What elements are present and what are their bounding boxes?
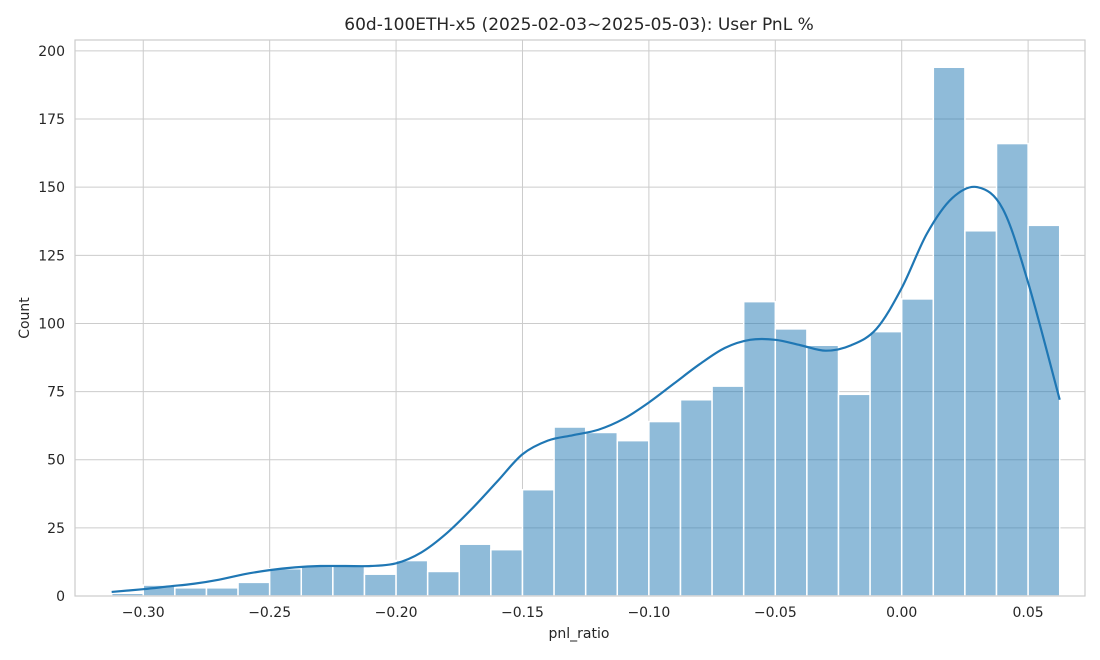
plot-frame <box>74 39 1086 597</box>
y-tick-label: 75 <box>47 385 65 401</box>
histogram-bar <box>363 573 397 597</box>
y-tick-label: 175 <box>38 112 65 128</box>
histogram-bar <box>268 567 303 597</box>
y-tick-label: 150 <box>38 180 65 196</box>
kde-curve <box>111 185 1061 594</box>
x-axis-ticks: −0.30 −0.25 −0.20 −0.15 −0.10 −0.05 0.00 0.05 <box>122 605 1044 621</box>
x-tick-label: −0.20 <box>375 605 418 621</box>
histogram-bar <box>742 300 777 597</box>
histogram-bar <box>174 587 208 597</box>
x-tick-label: −0.30 <box>122 605 165 621</box>
y-tick-label: 100 <box>38 316 65 332</box>
histogram-bar <box>806 344 840 597</box>
x-axis-label: pnl_ratio <box>549 626 610 642</box>
histogram-bar <box>837 393 871 597</box>
x-tick-label: −0.10 <box>627 605 670 621</box>
histogram-bar <box>300 565 334 597</box>
histogram-bar <box>648 420 682 597</box>
histogram-bar <box>553 426 587 597</box>
histogram-bar <box>584 431 619 597</box>
histogram-bar <box>332 565 366 597</box>
histogram-bar <box>521 488 555 597</box>
histogram-bar <box>395 559 429 597</box>
histogram-bar <box>616 439 650 597</box>
y-tick-label: 0 <box>56 589 65 605</box>
y-tick-label: 200 <box>38 44 65 60</box>
histogram-bar <box>932 66 966 597</box>
plot-area <box>74 39 1086 597</box>
histogram-bar <box>458 543 492 597</box>
histogram-bar <box>964 230 998 597</box>
histogram-bar <box>995 142 1029 597</box>
x-tick-label: −0.05 <box>754 605 797 621</box>
histogram-bar <box>679 399 713 597</box>
histogram-bar <box>900 298 935 597</box>
histogram-bar <box>774 328 808 597</box>
histogram-bar <box>205 587 239 597</box>
histogram-bar <box>869 330 903 597</box>
x-tick-label: −0.15 <box>501 605 544 621</box>
histogram-bar <box>711 385 745 597</box>
y-tick-label: 125 <box>38 248 65 264</box>
x-tick-label: 0.05 <box>1013 605 1044 621</box>
y-tick-label: 50 <box>47 453 65 469</box>
histogram-bar <box>426 570 461 597</box>
x-tick-label: −0.25 <box>248 605 291 621</box>
chart-title: 60d-100ETH-x5 (2025-02-03~2025-05-03): U… <box>344 15 813 35</box>
histogram-bar <box>1027 224 1061 597</box>
histogram-bar <box>237 581 271 597</box>
x-tick-label: 0.00 <box>886 605 917 621</box>
y-axis-ticks: 0 25 50 75 100 125 150 175 200 <box>38 44 65 605</box>
y-tick-label: 25 <box>47 521 65 537</box>
histogram-bar <box>490 548 524 597</box>
histogram-bars <box>110 66 1061 597</box>
y-axis-label: Count <box>17 297 33 339</box>
